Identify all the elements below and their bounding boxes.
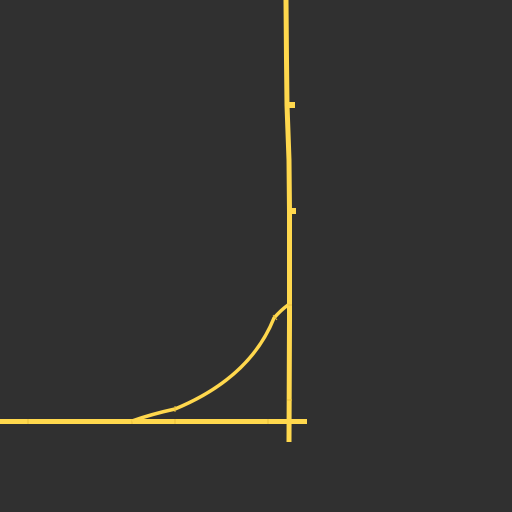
vertical-track-line[interactable] [283, 0, 292, 443]
horizontal-track[interactable] [0, 419, 307, 424]
curve-track-line[interactable] [131, 303, 290, 423]
track-marker [289, 208, 296, 214]
track-marker [288, 102, 295, 108]
curve-track[interactable] [131, 303, 290, 423]
track-joint [272, 314, 278, 321]
